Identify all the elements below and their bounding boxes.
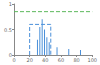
svg-text:40: 40 bbox=[42, 57, 48, 63]
svg-text:100: 100 bbox=[87, 57, 97, 63]
svg-text:60: 60 bbox=[58, 57, 64, 63]
svg-text:20: 20 bbox=[26, 57, 32, 63]
svg-text:0.5: 0.5 bbox=[4, 27, 12, 33]
svg-text:0: 0 bbox=[8, 52, 12, 58]
svg-text:80: 80 bbox=[73, 57, 79, 63]
svg-text:0: 0 bbox=[12, 57, 15, 63]
svg-text:1: 1 bbox=[9, 1, 12, 7]
